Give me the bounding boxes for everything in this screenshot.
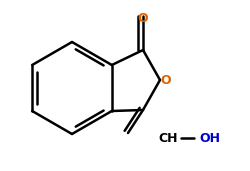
Text: O: O xyxy=(137,11,148,24)
Text: O: O xyxy=(160,74,171,87)
Text: CH: CH xyxy=(158,131,177,144)
Text: OH: OH xyxy=(199,131,220,144)
